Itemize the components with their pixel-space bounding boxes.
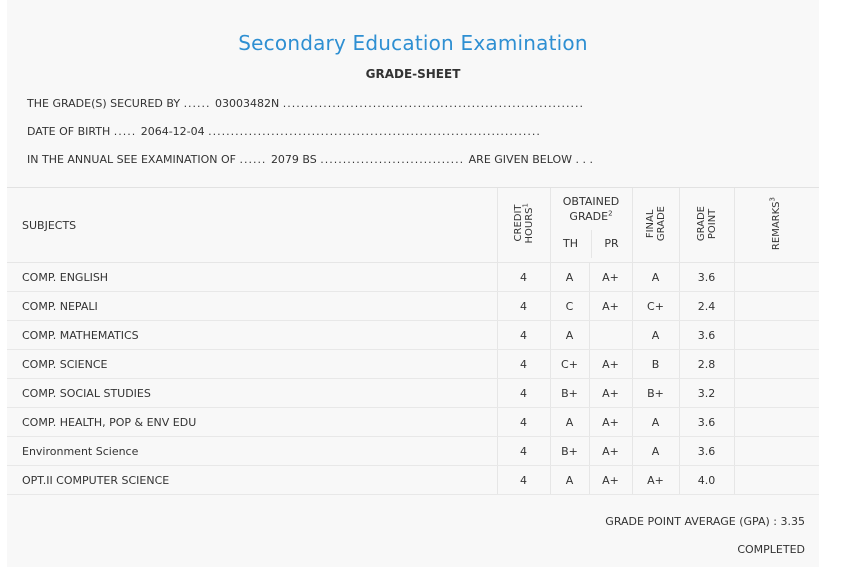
credit-cell: 4 [496, 349, 550, 379]
credit-cell: 4 [496, 378, 550, 408]
grade-point-cell: 3.2 [678, 378, 734, 408]
subject-cell: COMP. ENGLISH [7, 262, 497, 292]
final-grade-cell: B+ [631, 378, 679, 408]
grade-sheet-panel: Secondary Education Examination GRADE-SH… [7, 0, 819, 567]
exam-label: IN THE ANNUAL SEE EXAMINATION OF [27, 153, 236, 166]
gpa-summary: GRADE POINT AVERAGE (GPA) : 3.35 [605, 515, 805, 528]
remarks-cell [733, 320, 819, 350]
table-row: COMP. SOCIAL STUDIES 4 B+ A+ B+ 3.2 [7, 378, 819, 408]
subject-cell: COMP. SCIENCE [7, 349, 497, 379]
subject-cell: COMP. HEALTH, POP & ENV EDU [7, 407, 497, 437]
subject-cell: COMP. NEPALI [7, 291, 497, 321]
subject-cell: COMP. SOCIAL STUDIES [7, 378, 497, 408]
credit-cell: 4 [496, 320, 550, 350]
table-row: COMP. HEALTH, POP & ENV EDU 4 A A+ A 3.6 [7, 407, 819, 437]
final-grade-cell: A [631, 407, 679, 437]
final-grade-cell: A+ [631, 465, 679, 495]
remarks-cell [733, 349, 819, 379]
secured-by-line: THE GRADE(S) SECURED BY ...... 03003482N… [27, 97, 585, 110]
divider [7, 187, 819, 188]
th-grade-cell: B+ [549, 436, 589, 466]
final-grade-cell: A [631, 436, 679, 466]
credit-cell: 4 [496, 291, 550, 321]
final-grade-cell: A [631, 320, 679, 350]
table-row: COMP. ENGLISH 4 A A+ A 3.6 [7, 262, 819, 292]
table-row: COMP. NEPALI 4 C A+ C+ 2.4 [7, 291, 819, 321]
subject-cell: Environment Science [7, 436, 497, 466]
table-header-row: SUBJECTS CREDIT HOURS1 OBTAINED GRADE2 TH … [7, 188, 819, 263]
pr-grade-cell: A+ [588, 349, 632, 379]
table-row: OPT.II COMPUTER SCIENCE 4 A A+ A+ 4.0 [7, 465, 819, 495]
pr-grade-cell: A+ [588, 436, 632, 466]
subjects-header: SUBJECTS [7, 188, 497, 263]
final-grade-cell: C+ [631, 291, 679, 321]
pr-grade-cell: A+ [588, 465, 632, 495]
th-header: TH [563, 237, 578, 250]
grade-point-cell: 2.8 [678, 349, 734, 379]
pr-header: PR [590, 230, 632, 258]
remarks-cell [733, 407, 819, 437]
table-row: Environment Science 4 B+ A+ A 3.6 [7, 436, 819, 466]
grade-point-header: GRADE POINT [678, 188, 734, 263]
remarks-cell [733, 436, 819, 466]
remarks-header: REMARKS3 [733, 188, 819, 263]
exam-title: Secondary Education Examination [238, 31, 588, 55]
completion-status: COMPLETED [737, 543, 805, 556]
sheet-title: GRADE-SHEET [365, 67, 461, 81]
exam-year: 2079 BS [270, 153, 317, 166]
symbol-number: 03003482N [215, 97, 280, 110]
subject-cell: OPT.II COMPUTER SCIENCE [7, 465, 497, 495]
grade-point-cell: 3.6 [678, 436, 734, 466]
grades-table: SUBJECTS CREDIT HOURS1 OBTAINED GRADE2 TH … [7, 188, 819, 495]
final-grade-cell: A [631, 262, 679, 292]
exam-suffix: ARE GIVEN BELOW . . . [468, 153, 593, 166]
credit-cell: 4 [496, 262, 550, 292]
pr-grade-cell: A+ [588, 291, 632, 321]
pr-grade-cell: A+ [588, 378, 632, 408]
th-grade-cell: A [549, 262, 589, 292]
grade-point-cell: 4.0 [678, 465, 734, 495]
final-grade-cell: B [631, 349, 679, 379]
table-row: COMP. MATHEMATICS 4 A A 3.6 [7, 320, 819, 350]
pr-grade-cell: A+ [588, 262, 632, 292]
credit-cell: 4 [496, 407, 550, 437]
table-row: COMP. SCIENCE 4 C+ A+ B 2.8 [7, 349, 819, 379]
th-grade-cell: C+ [549, 349, 589, 379]
grade-point-cell: 3.6 [678, 407, 734, 437]
final-grade-header: FINAL GRADE [631, 188, 679, 263]
grade-point-cell: 3.6 [678, 320, 734, 350]
dob-label: DATE OF BIRTH [27, 125, 111, 138]
subject-cell: COMP. MATHEMATICS [7, 320, 497, 350]
dob-value: 2064-12-04 [140, 125, 205, 138]
remarks-cell [733, 378, 819, 408]
grade-point-cell: 3.6 [678, 262, 734, 292]
secured-label: THE GRADE(S) SECURED BY [27, 97, 181, 110]
th-grade-cell: A [549, 407, 589, 437]
exam-line: IN THE ANNUAL SEE EXAMINATION OF ...... … [27, 153, 593, 166]
dob-line: DATE OF BIRTH ..... 2064-12-04 .........… [27, 125, 541, 138]
credit-hours-header: CREDIT HOURS1 [496, 188, 550, 263]
remarks-cell [733, 291, 819, 321]
credit-cell: 4 [496, 465, 550, 495]
remarks-cell [733, 262, 819, 292]
grade-point-cell: 2.4 [678, 291, 734, 321]
th-grade-cell: C [549, 291, 589, 321]
credit-cell: 4 [496, 436, 550, 466]
obtained-grade-header: OBTAINED GRADE2 TH PR [549, 188, 632, 263]
pr-grade-cell: A+ [588, 407, 632, 437]
remarks-cell [733, 465, 819, 495]
th-grade-cell: B+ [549, 378, 589, 408]
pr-grade-cell [588, 320, 632, 350]
th-grade-cell: A [549, 465, 589, 495]
th-grade-cell: A [549, 320, 589, 350]
